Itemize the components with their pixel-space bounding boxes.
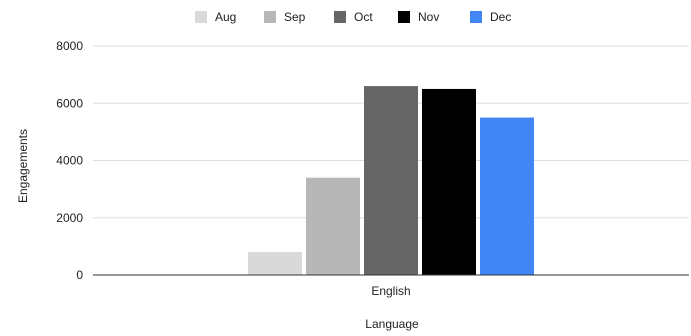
- legend-label-nov: Nov: [418, 10, 439, 24]
- bar-sep: [306, 177, 360, 275]
- y-tick-label: 6000: [56, 96, 83, 110]
- legend-swatch-nov: [398, 11, 410, 23]
- bar-oct: [364, 86, 418, 275]
- legend-label-aug: Aug: [215, 10, 236, 24]
- legend-swatch-aug: [195, 11, 207, 23]
- bar-aug: [248, 252, 302, 275]
- y-tick-label: 4000: [56, 154, 83, 168]
- x-axis-title: Language: [365, 317, 419, 331]
- x-category-label: English: [371, 284, 410, 298]
- legend-label-oct: Oct: [354, 10, 373, 24]
- x-axis-categories: English: [371, 284, 410, 298]
- y-tick-label: 0: [76, 268, 83, 282]
- legend-label-sep: Sep: [284, 10, 306, 24]
- y-tick-label: 2000: [56, 211, 83, 225]
- bar-nov: [422, 88, 476, 275]
- legend: Aug Sep Oct Nov Dec: [195, 10, 511, 24]
- bars: [248, 86, 534, 275]
- legend-swatch-oct: [334, 11, 346, 23]
- bar-dec: [480, 117, 534, 275]
- legend-label-dec: Dec: [490, 10, 511, 24]
- legend-swatch-dec: [470, 11, 482, 23]
- legend-swatch-sep: [264, 11, 276, 23]
- y-axis-ticks: 0 2000 4000 6000 8000: [56, 39, 83, 282]
- y-axis-title: Engagements: [16, 129, 30, 203]
- y-tick-label: 8000: [56, 39, 83, 53]
